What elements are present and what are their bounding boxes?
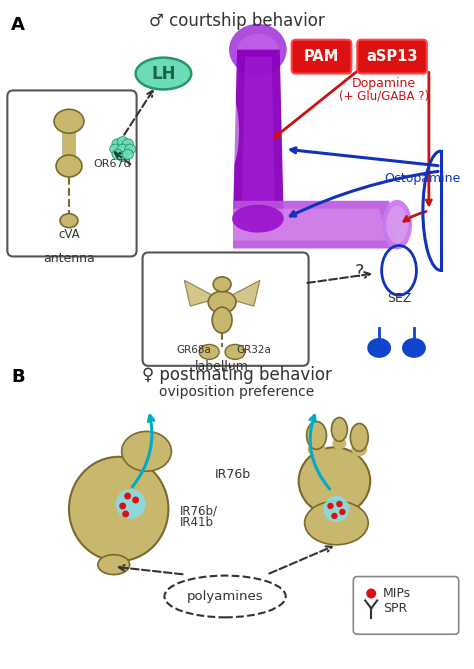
- Ellipse shape: [122, 149, 133, 159]
- Text: GR68a: GR68a: [177, 345, 212, 355]
- Ellipse shape: [122, 432, 172, 471]
- Ellipse shape: [327, 503, 334, 509]
- Ellipse shape: [307, 421, 327, 450]
- Ellipse shape: [350, 423, 368, 452]
- Ellipse shape: [136, 58, 191, 90]
- Text: ♀ postmating behavior: ♀ postmating behavior: [142, 366, 332, 384]
- Ellipse shape: [69, 457, 168, 561]
- Ellipse shape: [232, 205, 284, 233]
- Text: antenna: antenna: [43, 252, 95, 265]
- Text: SPR: SPR: [383, 602, 407, 615]
- Ellipse shape: [382, 200, 412, 250]
- Ellipse shape: [331, 417, 347, 442]
- Ellipse shape: [299, 448, 370, 515]
- Text: cVA: cVA: [58, 228, 80, 241]
- Text: labellum: labellum: [195, 361, 249, 373]
- Text: MIPs: MIPs: [383, 587, 411, 600]
- Polygon shape: [184, 280, 218, 306]
- Text: SEZ: SEZ: [387, 292, 411, 304]
- Ellipse shape: [60, 213, 78, 227]
- Ellipse shape: [56, 155, 82, 177]
- Ellipse shape: [212, 307, 232, 333]
- FancyBboxPatch shape: [357, 39, 427, 74]
- Text: (+ Glu/GABA ?): (+ Glu/GABA ?): [339, 90, 429, 103]
- Ellipse shape: [305, 501, 368, 545]
- Ellipse shape: [229, 24, 287, 76]
- Ellipse shape: [332, 438, 346, 450]
- Ellipse shape: [225, 345, 245, 359]
- Text: PAM: PAM: [304, 49, 339, 64]
- Polygon shape: [226, 280, 260, 306]
- Text: IR76b/: IR76b/: [180, 504, 219, 517]
- Text: polyamines: polyamines: [187, 590, 264, 603]
- FancyBboxPatch shape: [353, 577, 459, 634]
- Ellipse shape: [336, 501, 343, 507]
- Ellipse shape: [217, 92, 239, 171]
- FancyBboxPatch shape: [292, 39, 351, 74]
- Polygon shape: [233, 50, 284, 221]
- Text: aSP13: aSP13: [366, 49, 418, 64]
- Ellipse shape: [122, 139, 133, 149]
- Polygon shape: [242, 57, 275, 201]
- Ellipse shape: [402, 338, 426, 358]
- Text: OR67d: OR67d: [94, 159, 132, 169]
- FancyBboxPatch shape: [143, 252, 309, 366]
- Ellipse shape: [117, 136, 128, 147]
- Ellipse shape: [119, 502, 126, 510]
- Ellipse shape: [339, 508, 346, 515]
- Ellipse shape: [98, 555, 129, 575]
- Polygon shape: [233, 209, 387, 241]
- Text: B: B: [11, 368, 25, 386]
- Ellipse shape: [308, 442, 326, 456]
- Ellipse shape: [117, 144, 128, 154]
- Ellipse shape: [117, 152, 128, 161]
- Polygon shape: [233, 201, 397, 248]
- Ellipse shape: [54, 109, 84, 133]
- Ellipse shape: [110, 144, 121, 154]
- Text: IR41b: IR41b: [180, 516, 214, 529]
- Ellipse shape: [236, 33, 280, 74]
- Ellipse shape: [351, 442, 367, 456]
- Text: LH: LH: [151, 64, 176, 82]
- Ellipse shape: [116, 489, 146, 519]
- Ellipse shape: [386, 206, 408, 244]
- Ellipse shape: [122, 510, 129, 517]
- Ellipse shape: [112, 139, 123, 149]
- Text: ♂ courtship behavior: ♂ courtship behavior: [149, 12, 325, 30]
- Ellipse shape: [132, 496, 139, 504]
- Ellipse shape: [199, 345, 219, 359]
- Ellipse shape: [367, 338, 391, 358]
- Ellipse shape: [323, 496, 349, 522]
- Ellipse shape: [164, 575, 286, 617]
- Ellipse shape: [112, 149, 123, 159]
- FancyBboxPatch shape: [8, 90, 137, 256]
- Ellipse shape: [125, 144, 136, 154]
- Ellipse shape: [366, 589, 376, 599]
- Ellipse shape: [208, 291, 236, 313]
- Text: A: A: [11, 16, 25, 34]
- Text: GR32a: GR32a: [237, 345, 271, 355]
- Ellipse shape: [331, 512, 337, 519]
- Ellipse shape: [124, 492, 131, 500]
- Text: Dopamine: Dopamine: [352, 77, 416, 90]
- Text: IR76b: IR76b: [215, 468, 251, 481]
- Text: Octopamine: Octopamine: [384, 173, 461, 185]
- Ellipse shape: [213, 277, 231, 292]
- Text: oviposition preference: oviposition preference: [159, 385, 315, 399]
- Text: ?: ?: [355, 264, 364, 282]
